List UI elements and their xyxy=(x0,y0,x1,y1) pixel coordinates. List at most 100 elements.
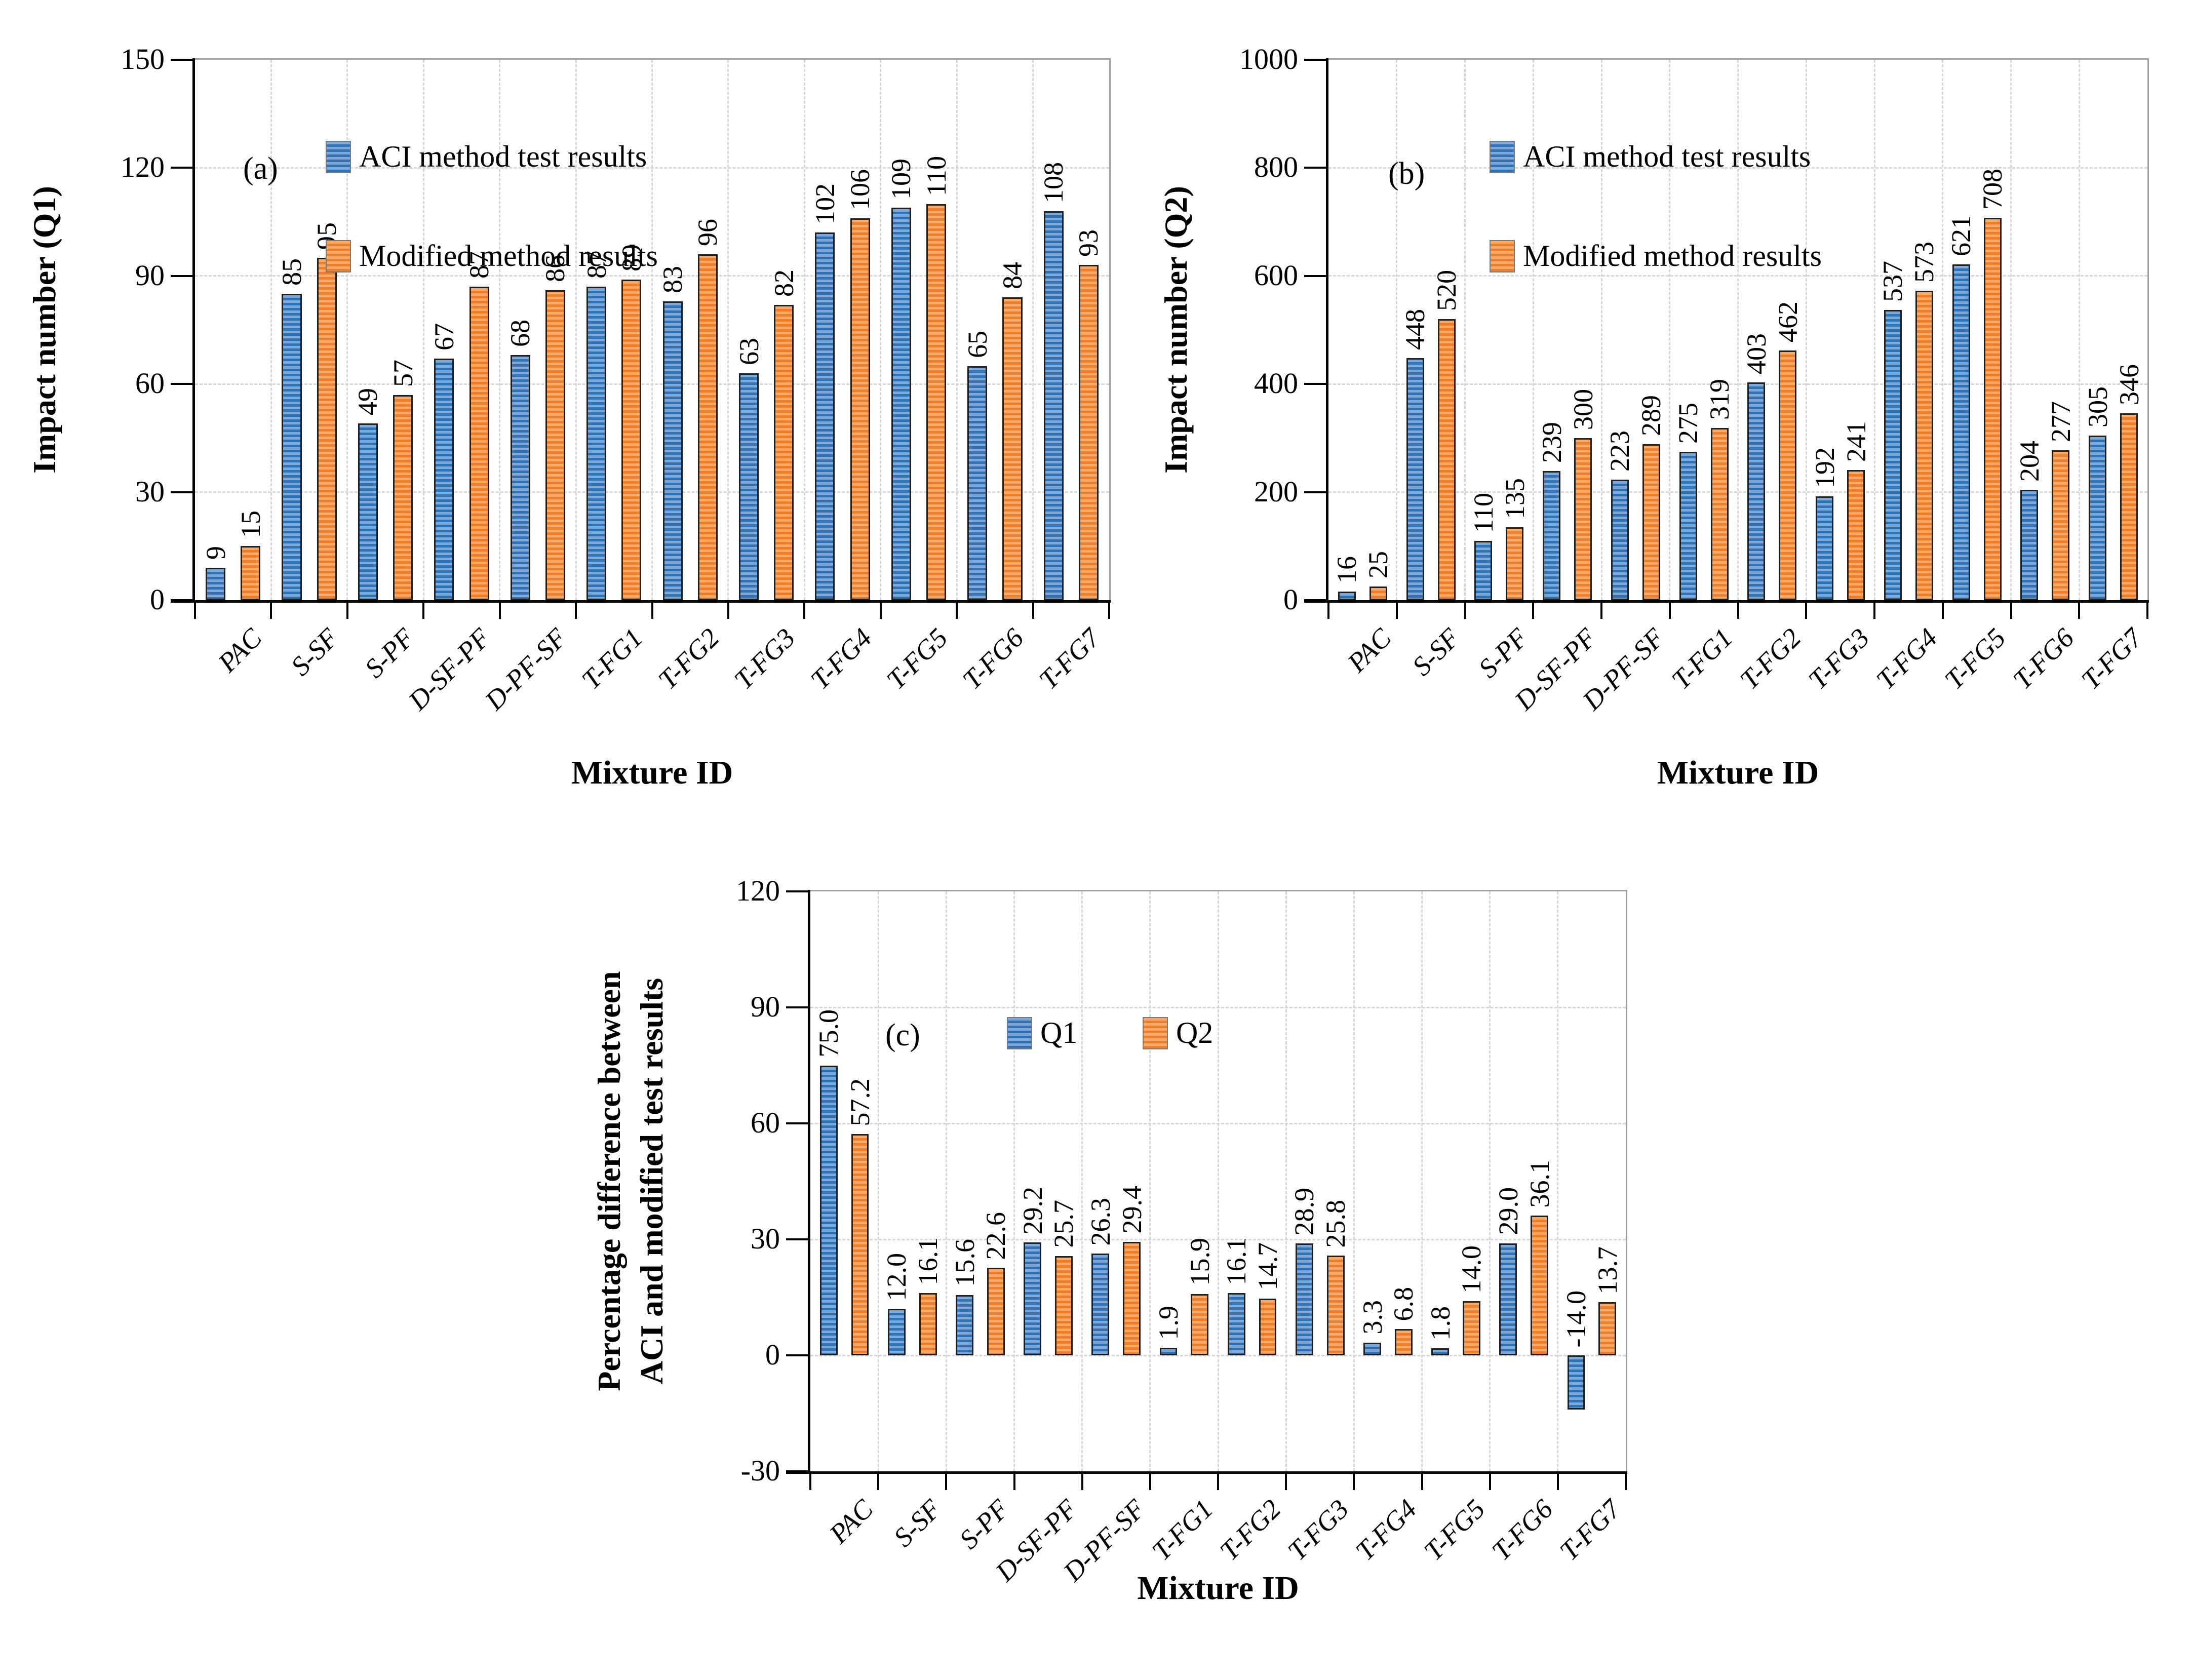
bar-value-label: 403 xyxy=(1741,333,1772,374)
x-tick-mark xyxy=(879,603,882,619)
bar-modified-method-results-D-PF-SF xyxy=(1642,444,1660,600)
bar-modified-method-results-T-FG3 xyxy=(1847,470,1865,600)
gridline-v xyxy=(877,891,879,1471)
bar-aci-method-test-results-T-FG3 xyxy=(738,373,759,600)
x-tick-mark xyxy=(1421,1474,1423,1490)
bar-value-label: 93 xyxy=(1073,229,1104,257)
bar-value-label: 1.8 xyxy=(1425,1306,1456,1341)
bar-modified-method-results-T-FG6 xyxy=(2052,450,2070,600)
bar-q1-S-SF xyxy=(887,1309,906,1355)
bar-value-label: 25 xyxy=(1363,551,1394,579)
bar-value-label: 14.7 xyxy=(1252,1242,1283,1291)
y-tick-mark xyxy=(1304,491,1326,493)
x-tick-mark xyxy=(1464,603,1466,619)
x-tick-mark xyxy=(803,603,806,619)
gridline-v xyxy=(803,60,805,600)
y-tick-label: 120 xyxy=(736,874,780,907)
gridline-v xyxy=(1421,891,1423,1471)
gridline-v xyxy=(422,60,424,600)
x-tick-mark xyxy=(575,603,577,619)
y-axis-title-line: Impact number (Q2) xyxy=(1158,186,1194,474)
y-tick-mark xyxy=(786,890,808,892)
y-tick-label: 600 xyxy=(1254,258,1298,292)
bar-value-label: 346 xyxy=(2113,364,2144,405)
y-axis-title-line: Impact number (Q1) xyxy=(26,186,62,474)
x-tick-mark xyxy=(422,603,425,619)
figure: 0 30 60 90 120 150 9 85 49 67 68 87 83 63 102 109 65 108 1… xyxy=(26,43,2149,1607)
gridline-v xyxy=(575,60,577,600)
bar-aci-method-test-results-T-FG1 xyxy=(1679,451,1697,600)
y-tick-label: 90 xyxy=(751,990,780,1023)
gridline-v xyxy=(1489,891,1491,1471)
plot-border-right xyxy=(2147,60,2149,600)
bar-q2-T-FG4 xyxy=(1394,1329,1413,1355)
bar-value-label: 75.0 xyxy=(813,1009,844,1058)
bar-aci-method-test-results-T-FG5 xyxy=(1952,264,1970,600)
x-axis-title-a: Mixture ID xyxy=(571,754,733,791)
bar-value-label: 67 xyxy=(428,323,459,351)
bar-value-label: 57 xyxy=(387,359,418,387)
gridline-v xyxy=(2010,60,2012,600)
legend-label: ACI method test results xyxy=(1523,140,1811,173)
bar-value-label: 96 xyxy=(692,219,723,247)
x-tick-mark xyxy=(1625,1474,1627,1490)
y-tick-label: 0 xyxy=(765,1338,780,1371)
x-tick-mark xyxy=(1737,603,1739,619)
panel-label-c: (c) xyxy=(885,1018,920,1052)
legend-swatch-blue xyxy=(1490,141,1515,173)
bar-value-label: 192 xyxy=(1809,447,1840,489)
x-tick-mark xyxy=(1805,603,1808,619)
panel-label-b: (b) xyxy=(1388,157,1425,191)
bar-value-label: 275 xyxy=(1673,402,1704,444)
bar-q1-T-FG6 xyxy=(1499,1243,1517,1355)
y-tick-mark xyxy=(786,1006,808,1008)
x-tick-mark xyxy=(1395,603,1398,619)
bar-aci-method-test-results-T-FG5 xyxy=(891,207,911,600)
bar-value-label: 65 xyxy=(962,330,993,358)
bar-value-label: 29.0 xyxy=(1493,1187,1523,1235)
gridline-v xyxy=(880,60,882,600)
bar-q2-T-FG7 xyxy=(1598,1302,1617,1355)
bar-q2-T-FG5 xyxy=(1463,1301,1480,1355)
bar-aci-method-test-results-S-PF xyxy=(1474,540,1493,600)
bar-modified-method-results-T-FG5 xyxy=(926,204,947,600)
bar-aci-method-test-results-D-SF-PF xyxy=(1543,471,1561,600)
y-tick-mark xyxy=(1304,167,1326,169)
bar-value-label: 241 xyxy=(1841,420,1871,462)
x-tick-mark xyxy=(945,1474,948,1490)
gridline-v xyxy=(1149,891,1151,1471)
bar-value-label: 22.6 xyxy=(981,1212,1011,1260)
bar-q2-S-SF xyxy=(919,1293,937,1355)
bar-aci-method-test-results-T-FG6 xyxy=(2020,490,2039,600)
bar-value-label: 1.9 xyxy=(1153,1306,1184,1340)
y-tick-mark xyxy=(1304,599,1326,601)
y-tick-mark xyxy=(1304,383,1326,385)
bar-value-label: 289 xyxy=(1636,395,1667,436)
x-tick-mark xyxy=(346,603,348,619)
x-axis xyxy=(1304,600,2149,603)
legend-label: ACI method test results xyxy=(359,140,647,173)
bar-modified-method-results-T-FG7 xyxy=(1078,265,1099,600)
bar-value-label: 16.1 xyxy=(1221,1237,1252,1285)
bar-modified-method-results-D-SF-PF xyxy=(1574,438,1592,600)
y-tick-label: 800 xyxy=(1254,150,1298,184)
bar-modified-method-results-T-FG6 xyxy=(1002,297,1023,600)
bar-q2-D-PF-SF xyxy=(1123,1241,1141,1355)
bar-q2-D-SF-PF xyxy=(1055,1256,1073,1355)
legend-swatch-orange xyxy=(1143,1017,1168,1049)
bar-value-label: 319 xyxy=(1704,378,1735,420)
bar-aci-method-test-results-D-PF-SF xyxy=(510,355,530,600)
y-tick-mark xyxy=(171,59,192,61)
bar-q1-T-FG1 xyxy=(1159,1348,1178,1355)
bar-value-label: 29.4 xyxy=(1116,1186,1147,1234)
legend-swatch-blue xyxy=(326,141,351,173)
y-tick-mark xyxy=(786,1238,808,1240)
bar-value-label: 85 xyxy=(277,258,307,286)
legend-swatch-orange xyxy=(326,240,351,272)
bar-value-label: 300 xyxy=(1568,388,1598,430)
y-tick-mark xyxy=(171,599,192,601)
x-tick-mark xyxy=(1873,603,1875,619)
bar-q1-T-FG2 xyxy=(1227,1293,1245,1355)
x-tick-mark xyxy=(1081,1474,1083,1490)
x-tick-mark xyxy=(1353,1474,1355,1490)
